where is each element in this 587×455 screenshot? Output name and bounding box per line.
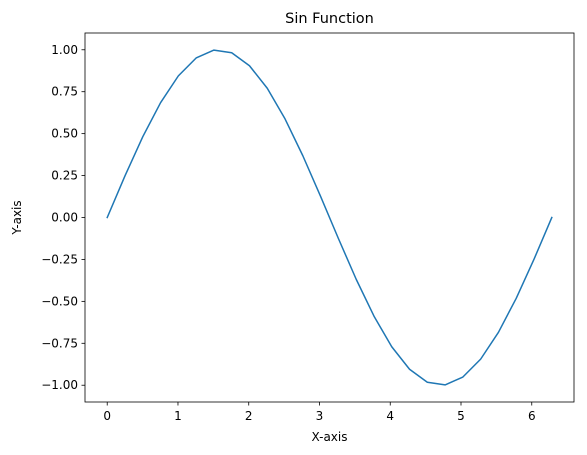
x-tick-label: 1 bbox=[174, 409, 182, 423]
y-tick-label: 0.00 bbox=[51, 211, 78, 225]
y-tick-label: −0.25 bbox=[41, 252, 78, 266]
x-axis-label: X-axis bbox=[312, 430, 348, 444]
axis-ticks: 0 1 2 3 4 5 6 −1.00 −0.75 −0.50 −0.25 0.00 0.25 0.50 0… bbox=[41, 43, 535, 423]
x-tick-label: 5 bbox=[457, 409, 465, 423]
x-tick-label: 0 bbox=[103, 409, 111, 423]
y-tick-label: −0.50 bbox=[41, 294, 78, 308]
series-line bbox=[106, 49, 553, 386]
axes-frame bbox=[84, 32, 575, 403]
y-tick-label: 0.50 bbox=[51, 127, 78, 141]
plot-area bbox=[106, 49, 553, 386]
y-axis-label: Y-axis bbox=[10, 200, 24, 235]
y-tick-label: 1.00 bbox=[51, 43, 78, 57]
x-tick-label: 6 bbox=[528, 409, 536, 423]
y-tick-label: −0.75 bbox=[41, 336, 78, 350]
y-tick-label: −1.00 bbox=[41, 378, 78, 392]
x-tick-label: 2 bbox=[245, 409, 253, 423]
x-tick-label: 4 bbox=[386, 409, 394, 423]
chart-title: Sin Function bbox=[285, 11, 374, 27]
y-tick-label: 0.25 bbox=[51, 169, 78, 183]
y-tick-label: 0.75 bbox=[51, 85, 78, 99]
x-tick-label: 3 bbox=[316, 409, 324, 423]
